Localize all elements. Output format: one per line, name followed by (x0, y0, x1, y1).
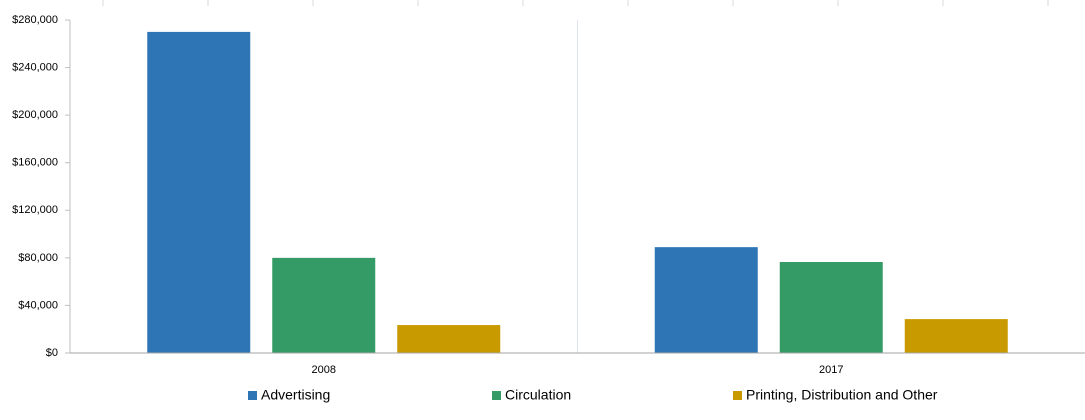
bar (397, 325, 501, 353)
legend-label: Printing, Distribution and Other (746, 387, 938, 403)
y-tick-label: $280,000 (12, 14, 58, 26)
y-tick-label: $80,000 (18, 252, 58, 264)
bar (147, 31, 251, 354)
y-tick-label: $240,000 (12, 61, 58, 73)
legend: Advertising Circulation Printing, Distribu… (248, 387, 938, 403)
y-tick-label: $160,000 (12, 157, 58, 169)
legend-swatch (492, 391, 501, 400)
y-tick-label: $120,000 (12, 204, 58, 216)
legend-swatch (248, 391, 257, 400)
bar (779, 262, 883, 353)
legend-label: Circulation (505, 387, 571, 403)
x-tick-label: 2008 (312, 364, 336, 376)
x-tick-label: 2017 (819, 364, 843, 376)
legend-label: Advertising (261, 387, 330, 403)
y-tick-label: $40,000 (18, 299, 58, 311)
bar (654, 247, 758, 353)
bar (904, 319, 1008, 353)
top-decoration (102, 0, 1049, 6)
bar (272, 257, 376, 353)
legend-swatch (733, 391, 742, 400)
y-tick-label: $200,000 (12, 109, 58, 121)
y-tick-label: $0 (46, 347, 58, 359)
